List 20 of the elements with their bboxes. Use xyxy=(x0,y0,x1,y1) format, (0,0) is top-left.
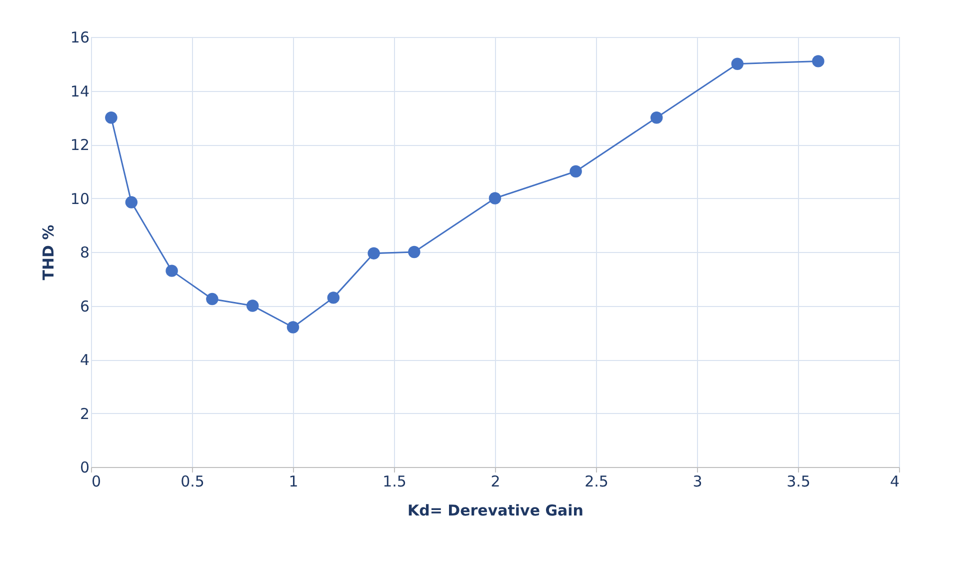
y-tick-label: 16 xyxy=(70,28,90,46)
x-tick-label: 2 xyxy=(490,472,500,490)
y-tick-label: 12 xyxy=(70,136,90,154)
y-tick-label: 0 xyxy=(80,458,90,476)
x-tick-label: 0 xyxy=(92,472,102,490)
y-tick-label: 2 xyxy=(80,404,90,423)
y-tick-label: 6 xyxy=(80,297,90,316)
x-tick-label: 1.5 xyxy=(382,472,406,490)
y-tick-label: 8 xyxy=(80,244,90,262)
y-axis-title: THD % xyxy=(39,224,58,280)
x-tick-label: 0.5 xyxy=(180,472,204,490)
x-tick-label: 1 xyxy=(288,472,298,490)
x-tick-label: 2.5 xyxy=(584,472,608,490)
y-tick-label: 10 xyxy=(70,190,90,208)
x-tick-label: 3 xyxy=(692,472,702,490)
x-tick-label: 3.5 xyxy=(786,472,810,490)
x-axis-title: Kd= Derevative Gain xyxy=(408,502,584,520)
y-tick-label: 4 xyxy=(80,351,90,369)
x-tick-label: 4 xyxy=(890,472,900,490)
y-tick-label: 14 xyxy=(70,82,90,100)
